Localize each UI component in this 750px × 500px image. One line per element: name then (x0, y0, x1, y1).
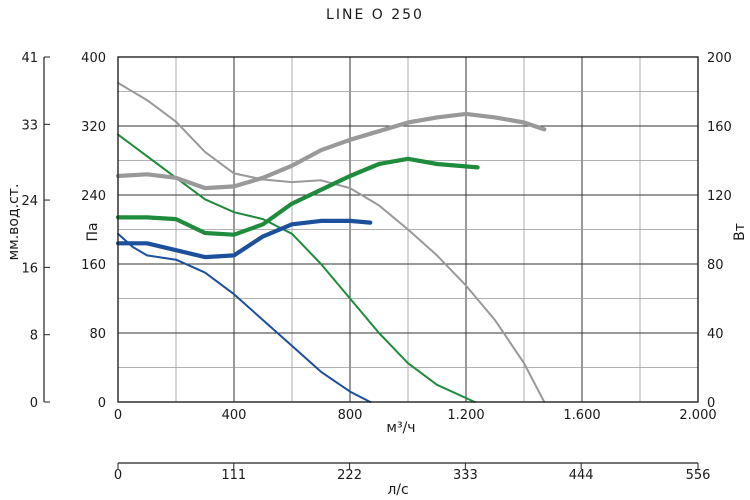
x1-tick-label: 1.600 (563, 408, 600, 423)
flow-m3h-ticks: 0 400 800 1.200 1.600 2.000 (114, 408, 717, 423)
pressure-curve-1 (117, 133, 476, 403)
mm-tick-label: 16 (21, 261, 38, 276)
plot-frame (117, 56, 699, 403)
power-tick-label: 80 (707, 258, 724, 273)
pressure-tick-label: 400 (81, 51, 106, 66)
power-curve-3 (115, 111, 547, 191)
power-curve-5 (115, 218, 373, 260)
pressure-tick-label: 240 (81, 189, 106, 204)
x2-tick-label: 111 (221, 468, 246, 483)
flow-ls-ticks: 0 111 222 333 444 556 (114, 463, 711, 483)
pressure-tick-label: 0 (98, 396, 106, 411)
power-tick-label: 0 (707, 396, 715, 411)
flow-m3h-axis-label: м³/ч (386, 420, 415, 436)
power-tick-label: 200 (707, 51, 732, 66)
mm-tick-label: 33 (21, 118, 38, 133)
x1-tick-label: 2.000 (679, 408, 716, 423)
chart-title: LINE O 250 (326, 7, 424, 23)
power-tick-label: 120 (707, 189, 732, 204)
power-tick-label: 40 (707, 327, 724, 342)
mm-tick-label: 8 (30, 329, 38, 344)
pressure-tick-label: 80 (89, 327, 106, 342)
mm-tick-label: 24 (21, 194, 38, 209)
series-group (115, 81, 547, 403)
pressure-curve-2 (117, 232, 372, 403)
power-ticks: 0 40 80 120 160 200 (707, 51, 732, 411)
x1-tick-label: 400 (222, 408, 247, 423)
pressure-ticks: 0 80 160 240 320 400 (81, 51, 106, 411)
x2-tick-label: 444 (569, 468, 594, 483)
flow-ls-axis-label: л/с (387, 482, 408, 498)
mm-ticks: 0 8 16 24 33 41 (21, 51, 50, 411)
x1-tick-label: 800 (338, 408, 363, 423)
mm-tick-label: 0 (30, 396, 38, 411)
pressure-curve-0 (117, 81, 546, 403)
x2-tick-label: 222 (337, 468, 362, 483)
mm-axis-label: мм.вод.ст. (6, 184, 22, 261)
pressure-tick-label: 320 (81, 120, 106, 135)
x1-tick-label: 1.200 (447, 408, 484, 423)
x2-tick-label: 0 (114, 468, 122, 483)
power-curve-4 (115, 156, 480, 237)
pressure-tick-label: 160 (81, 258, 106, 273)
power-tick-label: 160 (707, 120, 732, 135)
pressure-axis-label: Па (85, 222, 101, 241)
mm-tick-label: 41 (21, 51, 38, 66)
x2-tick-label: 556 (686, 468, 711, 483)
power-axis-label: Вт (732, 223, 748, 241)
x1-tick-label: 0 (114, 408, 122, 423)
x2-tick-label: 333 (453, 468, 478, 483)
